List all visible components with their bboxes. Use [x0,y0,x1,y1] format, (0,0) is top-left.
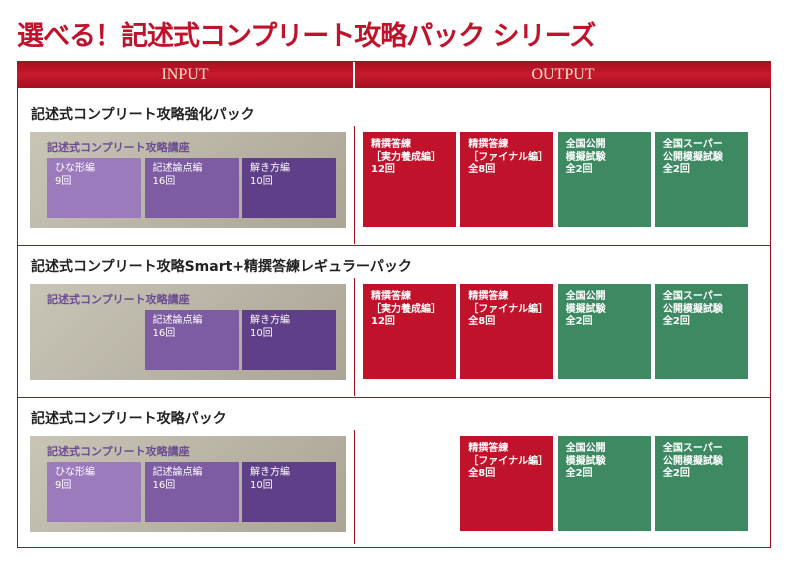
input-box: 解き方編 10回 [242,462,336,522]
box-text: 記述論点編 [152,163,203,174]
box-text: 解き方編 [250,467,290,478]
pack-title: 記述式コンプリート攻略強化パック [31,107,255,123]
box-text: 全2回 [565,164,593,175]
input-box: 記述論点編 16回 [144,462,239,522]
box-text: 全2回 [662,468,690,479]
output-box: 全国スーパー 公開模擬試験 全2回 [654,436,748,531]
box-text: 全国公開 [565,443,606,454]
box-text: 16回 [152,327,176,339]
input-box: ひな形編 9回 [47,158,141,218]
box-text: 公開模擬試験 [662,303,723,315]
box-text: ［ファイナル編］ [468,303,549,315]
box-text: 模擬試験 [565,151,606,163]
box-text: 精撰答練 [371,291,411,302]
box-text: 解き方編 [250,163,290,174]
output-box: 全国公開 模擬試験 全2回 [557,284,651,379]
box-text: 全2回 [662,164,690,175]
box-text: 全国スーパー [662,443,723,454]
box-text: 記述論点編 [152,467,203,478]
box-text: 全8回 [468,316,496,327]
pack-title: 記述式コンプリート攻略パック [31,411,227,427]
box-text: 公開模擬試験 [662,151,723,163]
input-group-label: 記述式コンプリート攻略講座 [47,293,190,306]
box-text: 16回 [152,175,176,187]
output-box: 精撰答練 ［実力養成編］ 12回 [363,132,456,227]
input-box: ひな形編 9回 [47,462,141,522]
output-box: 全国スーパー 公開模擬試験 全2回 [654,132,748,227]
input-group-label: 記述式コンプリート攻略講座 [47,141,190,154]
pack-title: 記述式コンプリート攻略Smart+精撰答練レギュラーパック [31,259,412,275]
divider [354,430,355,544]
box-text: ひな形編 [55,163,95,174]
box-text: 12回 [371,316,395,327]
box-text: 12回 [371,164,395,175]
box-text: 精撰答練 [468,291,509,302]
box-text: 全2回 [565,468,593,479]
box-text: 解き方編 [250,315,290,326]
divider [354,126,355,244]
input-box: 解き方編 10回 [242,310,336,370]
divider [18,397,770,398]
box-text: ［ファイナル編］ [468,151,549,163]
box-text: 精撰答練 [468,139,509,150]
box-text: 公開模擬試験 [662,455,723,467]
box-text: 全8回 [468,468,496,479]
box-text: 16回 [152,479,176,491]
output-box: 精撰答練 ［ファイナル編］ 全8回 [460,132,554,227]
divider [354,278,355,396]
box-text: 10回 [250,479,273,491]
input-box: 記述論点編 16回 [144,310,239,370]
output-box: 全国公開 模擬試験 全2回 [557,132,651,227]
box-text: 全国スーパー [662,139,723,150]
box-text: 10回 [250,175,273,187]
column-header: OUTPUT [355,61,771,88]
box-text: 全国公開 [565,139,606,150]
output-box: 全国スーパー 公開模擬試験 全2回 [654,284,748,379]
input-box: 解き方編 10回 [242,158,336,218]
box-text: 10回 [250,327,273,339]
page-title: 選べる！記述式コンプリート攻略パック シリーズ [17,21,596,52]
input-box: 記述論点編 16回 [144,158,239,218]
box-text: 全2回 [662,316,690,327]
box-text: ［実力養成編］ [371,151,441,163]
input-group-label: 記述式コンプリート攻略講座 [47,445,190,458]
box-text: 模擬試験 [565,455,606,467]
output-box: 全国公開 模擬試験 全2回 [557,436,651,531]
output-box: 精撰答練 ［ファイナル編］ 全8回 [460,284,554,379]
box-text: 9回 [55,479,72,491]
divider [18,245,770,246]
box-text: 模擬試験 [565,303,606,315]
box-text: 全8回 [468,164,496,175]
box-text: 精撰答練 [468,443,509,454]
output-box: 精撰答練 ［ファイナル編］ 全8回 [460,436,554,531]
box-text: 精撰答練 [371,139,411,150]
box-text: 9回 [55,175,72,187]
output-box: 精撰答練 ［実力養成編］ 12回 [363,284,456,379]
box-text: 記述論点編 [152,315,203,326]
box-text: 全国公開 [565,291,606,302]
box-text: ［実力養成編］ [371,303,441,315]
column-header: INPUT [17,61,353,88]
box-text: ［ファイナル編］ [468,455,549,467]
box-text: 全2回 [565,316,593,327]
box-text: ひな形編 [55,467,95,478]
box-text: 全国スーパー [662,291,723,302]
